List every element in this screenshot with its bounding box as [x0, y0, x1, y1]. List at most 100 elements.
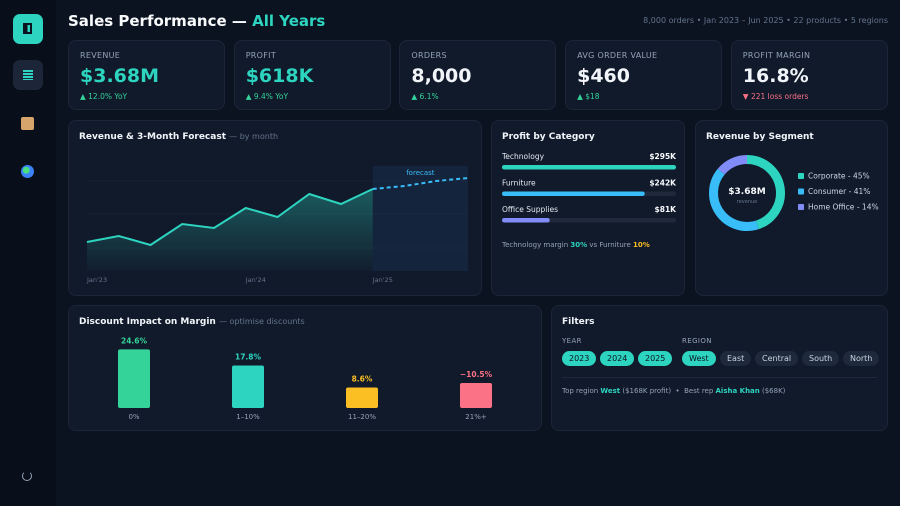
value-label: 24.6%: [121, 336, 148, 345]
kpi-label: REVENUE: [80, 51, 121, 60]
forecast-region: [372, 166, 468, 271]
line: [372, 177, 469, 190]
kpi-value: $3.68M: [80, 65, 160, 87]
x-tick-label: Jan'24: [245, 276, 266, 284]
x-tick-label: Jan'23: [86, 276, 107, 284]
divider: [562, 377, 877, 378]
kpi-label: AVG ORDER VALUE: [577, 51, 658, 60]
legend-name: Home Office: [808, 203, 855, 212]
kpi-delta: 9.4% YoY: [246, 92, 288, 101]
kpi-card: PROFIT MARGIN 16.8% 221 loss orders: [730, 40, 888, 110]
category-label: Technology: [501, 152, 545, 161]
bar: [460, 382, 492, 408]
legend-entry: Corporate - 45%: [808, 172, 870, 181]
line-chart: forecast Jan'23 Jan'24 Jan'25: [86, 166, 469, 284]
title-text: Sales Performance —: [68, 12, 247, 30]
page-title: Sales Performance — All Years: [68, 12, 325, 30]
filter-chip[interactable]: South: [802, 351, 840, 366]
legend-swatch: [798, 173, 804, 179]
kpi-value: $460: [577, 65, 630, 87]
card-title: Revenue & 3-Month Forecast — by month: [79, 132, 278, 142]
legend-swatch: [798, 188, 804, 195]
category-label: Furniture: [502, 179, 536, 188]
area: [87, 189, 373, 271]
card-title: Filters: [562, 317, 595, 327]
note-part: 30%: [570, 241, 588, 249]
title-text: Revenue & 3-Month Forecast: [79, 132, 227, 142]
note: Technology margin 30% vs Furniture 10%: [502, 241, 650, 249]
value-label: $242K: [649, 179, 677, 188]
note-part: vs Furniture: [587, 241, 634, 249]
center-label: revenue: [737, 199, 757, 205]
summary-part: Aisha Khan: [715, 387, 760, 395]
legend-value: 45%: [853, 172, 870, 181]
nav-map[interactable]: [13, 157, 43, 187]
category-card: Profit by Category Technology $295K Furnitu…: [491, 120, 685, 296]
bar-chart: 24.6% 0% 17.8% 1–10% 8.6% 11–20% −10.5% 21%+: [118, 336, 493, 421]
kpi-card: ORDERS 8,000 6.1%: [399, 40, 557, 110]
title-text: Revenue by Segment: [706, 132, 814, 142]
summary-part: Top region: [562, 387, 601, 395]
x-tick-label: 1–10%: [236, 413, 260, 421]
value-label: $295K: [649, 152, 677, 161]
nav-table[interactable]: [13, 60, 43, 90]
kpi-card: PROFIT $618K 9.4% YoY: [233, 40, 391, 110]
nav-products[interactable]: [13, 109, 43, 139]
annotation: forecast: [406, 169, 435, 177]
filter-chip[interactable]: West: [682, 351, 716, 366]
donut-segment: [709, 168, 759, 231]
filter-chip[interactable]: 2024: [600, 351, 635, 366]
center-value: $3.68M: [728, 187, 765, 197]
kpi-label: PROFIT MARGIN: [742, 51, 811, 60]
filter-chip[interactable]: North: [843, 351, 880, 366]
legend-name: Corporate: [808, 172, 846, 181]
bar: [118, 349, 150, 408]
subtitle: — optimise discounts: [218, 317, 305, 326]
group-label: YEAR: [562, 337, 582, 345]
bar: [502, 165, 676, 170]
line: [86, 188, 374, 247]
card-title: Discount Impact on Margin — optimise dis…: [79, 317, 305, 327]
filter-chip[interactable]: 2023: [562, 351, 597, 366]
value-label: 17.8%: [235, 353, 262, 362]
kpi-value: 8,000: [411, 65, 472, 87]
legend-name: Consumer: [808, 187, 847, 196]
kpi-value: $618K: [245, 65, 314, 87]
card-title: Profit by Category: [502, 132, 595, 142]
filter-chip[interactable]: East: [720, 351, 752, 366]
donut-segment: [717, 155, 748, 175]
x-tick-label: 11–20%: [348, 413, 376, 421]
kpi-delta: 221 loss orders: [743, 92, 808, 101]
summary-part: ($68K): [759, 387, 786, 395]
value-label: $81K: [655, 205, 678, 214]
summary: Top region West ($168K profit) • Best re…: [562, 387, 785, 395]
card-title: Revenue by Segment: [706, 132, 814, 142]
bar: [346, 387, 378, 408]
donut-chart: Corporate - 45% Consumer - 41% Home Office…: [709, 155, 879, 231]
title-text: Profit by Category: [502, 132, 595, 142]
legend-entry: Home Office - 14%: [808, 203, 879, 212]
discount-card: Discount Impact on Margin — optimise dis…: [68, 305, 542, 431]
value-label: −10.5%: [460, 370, 493, 379]
nav-home[interactable]: [13, 14, 43, 44]
summary-part: ($168K profit) • Best rep: [620, 387, 716, 395]
line-card: Revenue & 3-Month Forecast — by month for…: [68, 120, 482, 296]
x-tick-label: 0%: [128, 413, 139, 421]
filter-chip[interactable]: 2025: [638, 351, 673, 366]
subtitle: — by month: [229, 132, 279, 141]
legend-entry: Consumer - 41%: [808, 187, 870, 196]
page-meta: 8,000 orders • Jan 2023 – Jun 2025 • 22 …: [643, 16, 888, 25]
category-label: Office Supplies: [502, 205, 558, 214]
sidebar: [0, 0, 56, 506]
refresh[interactable]: [13, 462, 43, 492]
filters-card: Filters YEAR 2023 2024 2025 REGION West East Cen…: [551, 305, 888, 431]
legend-swatch: [798, 204, 804, 210]
bar: [502, 191, 645, 196]
kpi-card: REVENUE $3.68M 12.0% YoY: [68, 40, 225, 110]
filter-chip[interactable]: Central: [755, 351, 799, 366]
kpi-card: AVG ORDER VALUE $460 $18: [565, 40, 723, 110]
x-tick-label: Jan'25: [372, 276, 393, 284]
value-label: 8.6%: [352, 374, 373, 383]
legend-value: 14%: [862, 203, 879, 212]
